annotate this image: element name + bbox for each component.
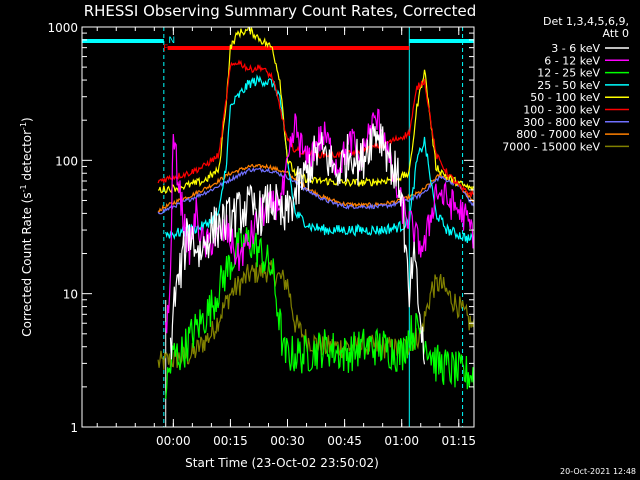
x-tick-label-4: 01:00 bbox=[384, 434, 419, 448]
x-tick-label-5: 01:15 bbox=[441, 434, 476, 448]
legend-header-1: Det 1,3,4,5,6,9, bbox=[543, 15, 629, 28]
y-tick-label-3: 1000 bbox=[47, 21, 78, 35]
x-axis-label: Start Time (23-Oct-02 23:50:02) bbox=[185, 456, 379, 470]
series-line-7 bbox=[157, 166, 474, 215]
x-tick-label-2: 00:30 bbox=[270, 434, 305, 448]
legend-label-3: 12 - 25 keV bbox=[537, 67, 600, 80]
plot-lines bbox=[82, 27, 474, 427]
y-axis-label: Corrected Count Rate (s-1 detector-1) bbox=[19, 117, 34, 336]
legend-label-9: 7000 - 15000 keV bbox=[502, 140, 600, 153]
series-line-1 bbox=[169, 123, 426, 365]
timestamp: 20-Oct-2021 12:48 bbox=[560, 467, 636, 476]
y-tick-label-2: 100 bbox=[55, 154, 78, 168]
legend-label-1: 3 - 6 keV bbox=[551, 42, 600, 55]
x-tick-label-0: 00:00 bbox=[156, 434, 191, 448]
y-label-end: ) bbox=[20, 117, 34, 122]
legend-label-8: 800 - 7000 keV bbox=[516, 128, 600, 141]
y-tick-label-0: 1 bbox=[70, 421, 78, 435]
flare-marker-label: F bbox=[163, 44, 168, 54]
legend-label-5: 50 - 100 keV bbox=[530, 91, 600, 104]
night-marker-label: N bbox=[168, 36, 175, 46]
plot-area: NF bbox=[82, 27, 474, 427]
legend-label-2: 6 - 12 keV bbox=[544, 54, 600, 67]
y-tick-label-1: 10 bbox=[63, 288, 78, 302]
chart-title: RHESSI Observing Summary Count Rates, Co… bbox=[84, 2, 477, 20]
y-label-sup-1: -1 bbox=[19, 184, 28, 192]
series-line-5 bbox=[157, 27, 474, 195]
y-label-sup-2: -1 bbox=[19, 122, 28, 130]
y-label-main: Corrected Count Rate (s bbox=[20, 192, 34, 336]
series-line-4 bbox=[165, 74, 474, 245]
legend-label-7: 300 - 800 keV bbox=[523, 116, 600, 129]
plot-frame bbox=[81, 26, 475, 428]
legend-label-4: 25 - 50 keV bbox=[537, 79, 600, 92]
legend-header-2: Att 0 bbox=[603, 27, 629, 40]
x-tick-label-1: 00:15 bbox=[213, 434, 248, 448]
axis-ticks: 00:00 00:15 00:30 00:45 01:00 01:15 1 10 100 1000 bbox=[47, 21, 476, 448]
y-label-mid: detector bbox=[20, 130, 34, 185]
legend-label-6: 100 - 300 keV bbox=[523, 104, 600, 117]
x-tick-label-3: 00:45 bbox=[327, 434, 362, 448]
